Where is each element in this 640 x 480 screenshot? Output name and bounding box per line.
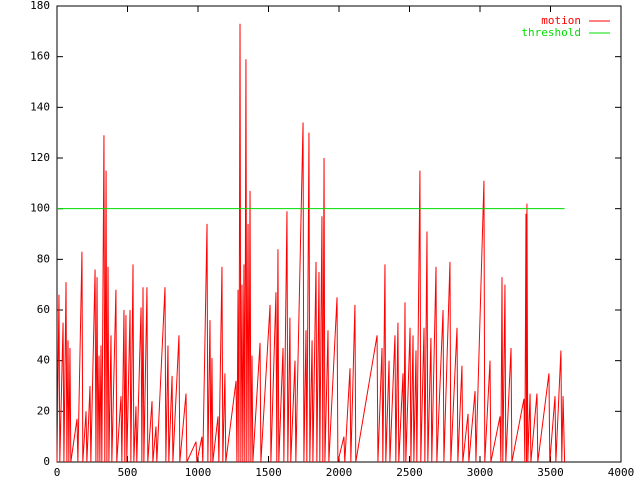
y-tick-label: 160 bbox=[30, 50, 50, 63]
legend-label: motion bbox=[541, 14, 581, 27]
x-tick-label: 4000 bbox=[608, 466, 635, 479]
x-tick-label: 3000 bbox=[467, 466, 494, 479]
y-tick-label: 60 bbox=[37, 303, 50, 316]
y-tick-label: 20 bbox=[37, 404, 50, 417]
y-tick-label: 100 bbox=[30, 202, 50, 215]
x-tick-label: 0 bbox=[54, 466, 61, 479]
series-line bbox=[56, 23, 566, 463]
x-tick-label: 2500 bbox=[396, 466, 423, 479]
y-tick-label: 0 bbox=[43, 455, 50, 468]
y-tick-label: 80 bbox=[37, 252, 50, 265]
y-tick-label: 40 bbox=[37, 354, 50, 367]
x-tick-label: 1500 bbox=[255, 466, 282, 479]
y-tick-label: 140 bbox=[30, 100, 50, 113]
x-tick-label: 2000 bbox=[326, 466, 353, 479]
x-tick-label: 500 bbox=[118, 466, 138, 479]
y-tick-label: 120 bbox=[30, 151, 50, 164]
legend-label: threshold bbox=[521, 26, 581, 39]
x-tick-label: 1000 bbox=[185, 466, 212, 479]
x-tick-label: 3500 bbox=[537, 466, 564, 479]
y-tick-label: 180 bbox=[30, 0, 50, 12]
